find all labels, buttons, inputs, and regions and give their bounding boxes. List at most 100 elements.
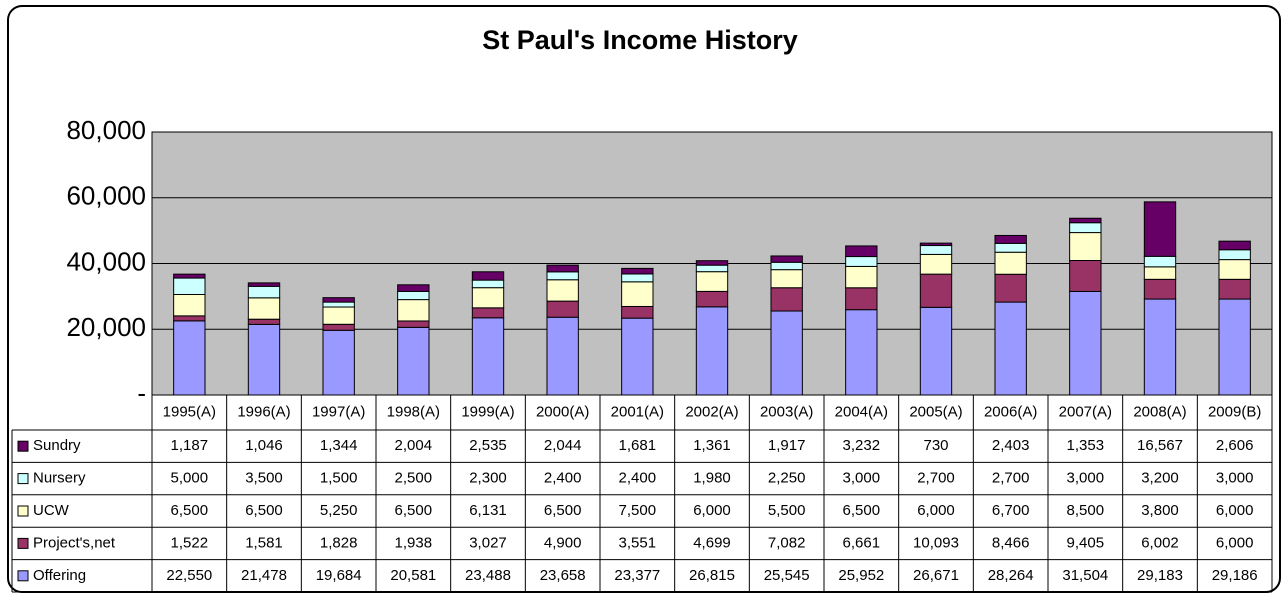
data-label: 1,353 [1067, 437, 1105, 454]
bar-segment [695, 264, 729, 273]
x-tick-label: 1996(A) [237, 403, 290, 420]
data-label: 22,550 [166, 567, 212, 584]
y-tick-label: 40,000 [66, 246, 146, 276]
bar-segment [471, 287, 505, 309]
bar-segment [546, 300, 579, 318]
y-tick-label: 60,000 [66, 181, 146, 211]
data-label: 3,200 [1141, 470, 1179, 487]
bar-segment [1069, 290, 1102, 396]
bar-segment [247, 297, 281, 320]
data-label: 2,004 [395, 437, 433, 454]
data-label: 10,093 [913, 534, 959, 551]
data-label: 1,938 [395, 534, 433, 551]
bar-segment [621, 305, 654, 319]
y-tick-label: - [137, 378, 146, 408]
bar-segment [173, 315, 206, 322]
legend-key [17, 537, 29, 549]
data-label: 6,002 [1141, 534, 1179, 551]
bar-segment [1218, 298, 1251, 396]
data-label: 6,661 [843, 534, 881, 551]
data-label: 29,186 [1212, 567, 1258, 584]
x-tick-label: 1999(A) [461, 403, 514, 420]
bar-segment [994, 251, 1027, 275]
x-tick-label: 1998(A) [387, 403, 440, 420]
data-label: 6,700 [992, 502, 1030, 519]
bar-segment [695, 306, 729, 396]
bar-segment [1143, 266, 1177, 280]
data-label: 2,403 [992, 437, 1030, 454]
data-label: 9,405 [1067, 534, 1105, 551]
bar-segment [1069, 232, 1102, 262]
data-label: 1,344 [320, 437, 358, 454]
bar-segment [695, 290, 729, 308]
bar-segment [471, 307, 505, 319]
x-tick-label: 2006(A) [984, 403, 1037, 420]
data-label: 2,535 [469, 437, 507, 454]
data-label: 6,000 [917, 502, 955, 519]
bar-segment [1218, 240, 1251, 251]
data-label: 25,952 [838, 567, 884, 584]
bar-segment [994, 242, 1027, 253]
data-label: 1,361 [693, 437, 731, 454]
data-label: 1,828 [320, 534, 358, 551]
x-tick-label: 2000(A) [536, 403, 589, 420]
bar-segment [173, 277, 206, 295]
legend-key [17, 473, 29, 485]
data-label: 6,000 [1216, 502, 1254, 519]
x-tick-label: 2001(A) [611, 403, 664, 420]
bar-segment [546, 316, 579, 396]
bar-segment [247, 282, 281, 287]
data-label: 3,500 [245, 470, 283, 487]
bar-segment [845, 287, 878, 311]
data-label: 26,815 [689, 567, 735, 584]
bar-segment [1069, 217, 1102, 224]
bar-segment [919, 245, 953, 255]
x-tick-label: 2008(A) [1133, 403, 1186, 420]
bar-segment [919, 242, 953, 247]
data-label: 3,800 [1141, 502, 1179, 519]
bar-segment [1143, 298, 1177, 396]
bar-segment [322, 329, 355, 396]
data-label: 2,300 [469, 470, 507, 487]
data-label: 1,187 [171, 437, 209, 454]
bar-segment [1218, 249, 1251, 261]
data-label: 2,044 [544, 437, 582, 454]
data-label: 2,606 [1216, 437, 1254, 454]
bar-segment [845, 245, 878, 258]
data-label: 3,232 [843, 437, 881, 454]
bar-segment [322, 306, 355, 325]
x-tick-label: 2005(A) [909, 403, 962, 420]
x-tick-label: 2002(A) [685, 403, 738, 420]
data-label: 1,581 [245, 534, 283, 551]
data-label: 3,027 [469, 534, 507, 551]
data-label: 5,000 [171, 470, 209, 487]
bar-segment [471, 271, 505, 281]
data-label: 31,504 [1062, 567, 1108, 584]
bar-segment [173, 320, 206, 396]
chart-title: St Paul's Income History [482, 25, 798, 55]
data-label: 19,684 [316, 567, 362, 584]
legend-label: Project's,net [33, 534, 116, 551]
bar-segment [397, 326, 430, 396]
data-label: 23,377 [614, 567, 660, 584]
data-label: 6,500 [171, 502, 209, 519]
bar-segment [397, 284, 430, 292]
x-tick-label: 1997(A) [312, 403, 365, 420]
data-label: 6,500 [843, 502, 881, 519]
legend-key [17, 570, 29, 582]
bar-segment [919, 306, 953, 396]
data-label: 1,980 [693, 470, 731, 487]
bar-segment [1069, 260, 1102, 292]
bar-segment [1069, 222, 1102, 234]
data-label: 2,700 [917, 470, 955, 487]
bar-segment [919, 273, 953, 308]
data-label: 2,700 [992, 470, 1030, 487]
bar-segment [1143, 278, 1177, 300]
data-label: 2,400 [544, 470, 582, 487]
bar-segment [770, 261, 803, 271]
data-label: 3,000 [1067, 470, 1105, 487]
bar-segment [695, 271, 729, 292]
data-label: 5,500 [768, 502, 806, 519]
data-label: 3,000 [843, 470, 881, 487]
